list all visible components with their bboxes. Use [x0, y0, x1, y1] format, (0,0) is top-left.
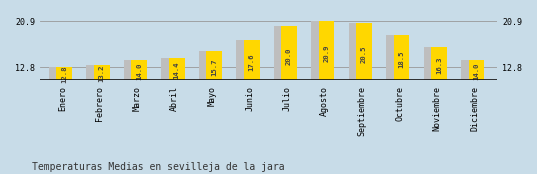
Bar	[124, 60, 140, 80]
Text: 20.5: 20.5	[361, 46, 367, 63]
Text: 14.4: 14.4	[173, 61, 180, 79]
Text: 20.9: 20.9	[324, 45, 330, 62]
Bar	[281, 26, 297, 80]
Bar	[394, 35, 409, 80]
Bar	[132, 60, 147, 80]
Text: 12.8: 12.8	[61, 66, 67, 83]
Text: 14.0: 14.0	[474, 62, 480, 80]
Text: 20.0: 20.0	[286, 47, 292, 65]
Bar	[424, 47, 439, 80]
Bar	[236, 40, 252, 80]
Text: 15.7: 15.7	[211, 58, 217, 76]
Bar	[349, 23, 365, 80]
Bar	[386, 35, 402, 80]
Bar	[356, 23, 372, 80]
Bar	[94, 65, 110, 80]
Bar	[169, 58, 185, 80]
Text: 14.0: 14.0	[136, 62, 142, 80]
Bar	[319, 21, 335, 80]
Text: 17.6: 17.6	[249, 53, 255, 71]
Bar	[274, 26, 289, 80]
Bar	[461, 60, 477, 80]
Bar	[206, 51, 222, 80]
Text: 13.2: 13.2	[99, 65, 105, 82]
Bar	[469, 60, 484, 80]
Bar	[161, 58, 177, 80]
Text: 18.5: 18.5	[398, 51, 404, 69]
Bar	[49, 67, 64, 80]
Bar	[86, 65, 102, 80]
Bar	[56, 67, 72, 80]
Bar	[311, 21, 327, 80]
Text: Temperaturas Medias en sevilleja de la jara: Temperaturas Medias en sevilleja de la j…	[32, 162, 285, 172]
Text: 16.3: 16.3	[436, 57, 442, 74]
Bar	[199, 51, 214, 80]
Bar	[431, 47, 447, 80]
Bar	[244, 40, 259, 80]
